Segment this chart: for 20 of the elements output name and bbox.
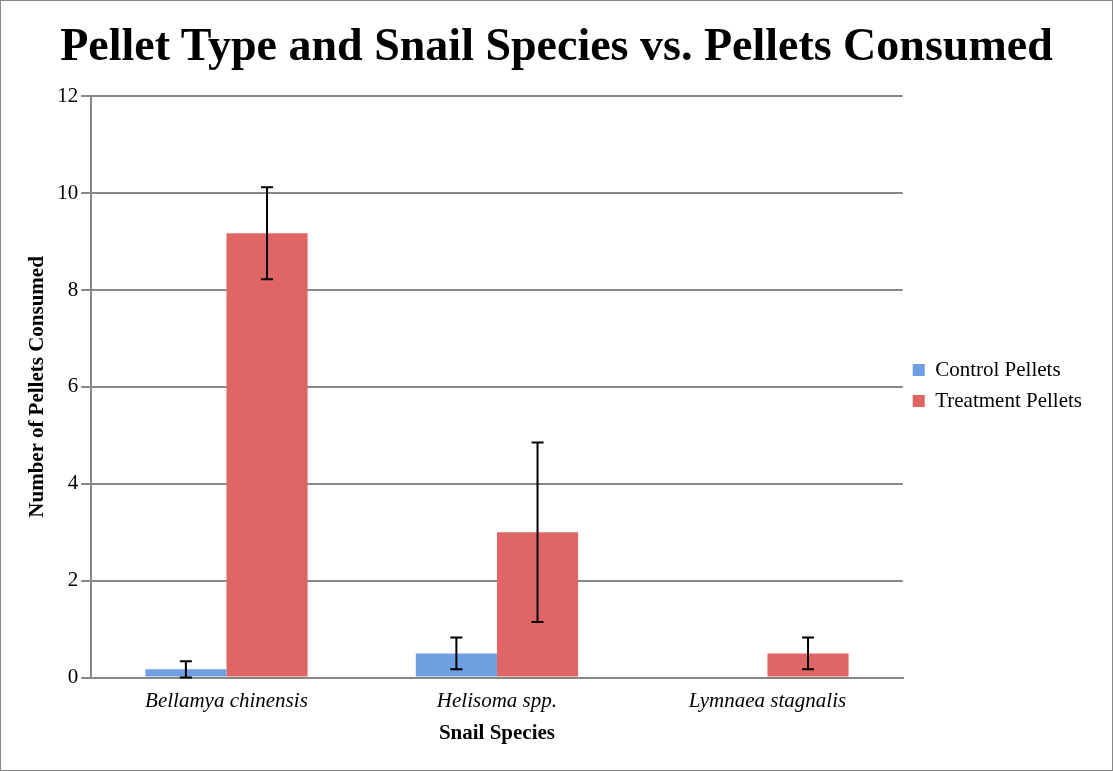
y-tick-label: 4: [67, 470, 79, 495]
y-tick-label: 6: [67, 373, 79, 398]
legend-label: Control Pellets: [935, 356, 1061, 381]
y-tick-label: 8: [67, 276, 79, 301]
y-tick-label: 0: [67, 664, 79, 689]
y-axis-title: Number of Pellets Consumed: [24, 255, 49, 518]
x-tick-label: Lymnaea stagnalis: [687, 687, 847, 712]
x-tick-label: Bellamya chinensis: [145, 687, 308, 712]
bar: [767, 653, 849, 677]
bar: [415, 653, 497, 677]
x-tick-label: Helisoma spp.: [435, 687, 558, 712]
legend-label: Treatment Pellets: [935, 387, 1082, 412]
bar: [496, 532, 579, 677]
y-tick-label: 12: [57, 82, 79, 107]
y-tick-label: 10: [57, 179, 79, 204]
y-tick-label: 2: [67, 567, 79, 592]
x-axis-title: Snail Species: [438, 719, 556, 744]
bar: [145, 669, 227, 677]
bar: [226, 233, 308, 677]
chart-title: Pellet Type and Snail Species vs. Pellets Consumed: [60, 19, 1054, 71]
